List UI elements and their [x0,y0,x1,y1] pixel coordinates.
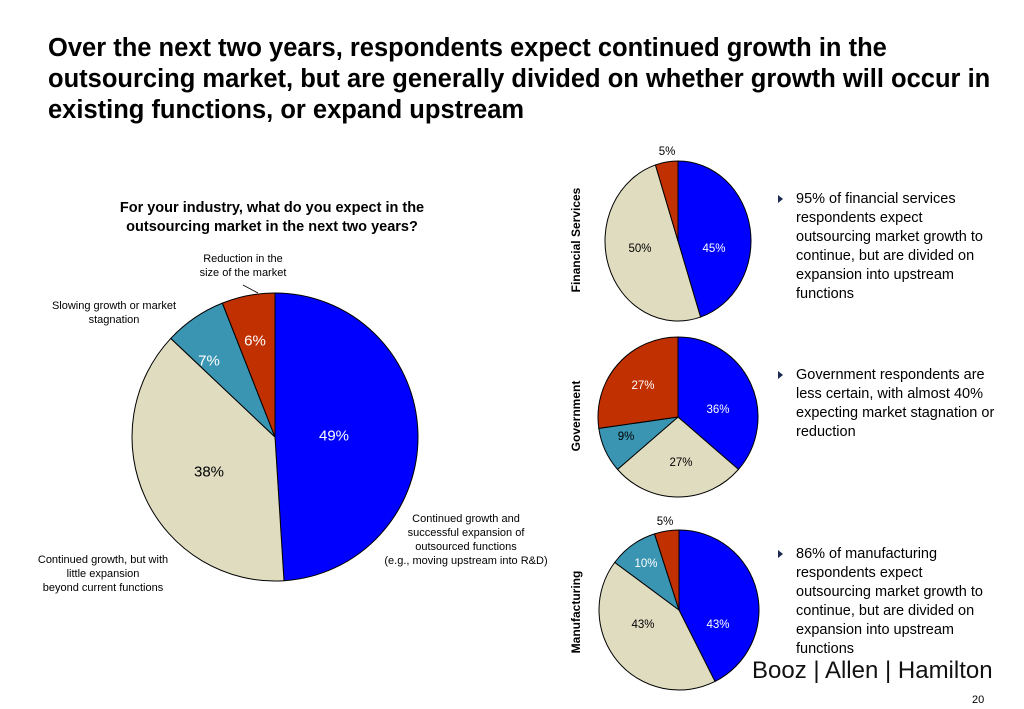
manufacturing-label: Manufacturing [569,570,583,654]
government-pie-slice [616,416,740,498]
main-chart-title: For your industry, what do you expect in… [119,200,425,235]
manufacturing-pie-slice [653,529,680,611]
manufacturing-pie-slice [598,561,716,691]
category-line: little expansion [66,568,140,580]
slice-label: 5% [656,516,674,528]
category-line: beyond current functions [42,582,164,594]
government-pie-slice [597,336,679,429]
category-label-reduction: Reduction in the size of the market [200,252,287,280]
slice-label: 49% [318,427,350,445]
category-line: (e.g., moving upstream into R&D) [384,555,548,567]
category-line: Continued growth and [412,513,520,525]
slice-label: 36% [706,404,730,416]
bullet-arrow-icon [778,371,783,379]
category-line: stagnation [88,314,140,326]
slice-label: 6% [244,332,266,350]
manufacturing-pie-slice [678,529,760,683]
category-line: outsourced functions [415,541,517,553]
category-line: successful expansion of [407,527,525,539]
category-line: size of the market [199,267,287,279]
bullet-arrow-icon [778,550,783,558]
company-logo: Booz | Allen | Hamilton [752,657,993,684]
slice-label: 50% [628,243,652,255]
category-line: Reduction in the [203,253,283,265]
slide-title: Over the next two years, respondents exp… [48,34,991,124]
financial-services-label: Financial Services [569,187,583,293]
slice-label: 9% [617,431,635,443]
leader-line [242,284,259,294]
main-pie-slice [131,337,285,582]
financial-pie-slice [604,164,702,322]
financial-pie-slice [677,160,752,318]
slice-label: 5% [658,146,676,158]
government-pie-slice [677,336,759,471]
government-label: Government [569,380,583,452]
bullet-text: 95% of financial services respondents ex… [796,191,983,302]
slice-label: 38% [193,463,225,481]
slice-label: 43% [706,619,730,631]
category-line: Continued growth, but with [37,554,169,566]
slice-label: 7% [198,352,220,370]
main-pie-slice [221,292,276,438]
category-line: Slowing growth or market [51,300,177,312]
main-pie-slice [274,292,419,582]
category-label-little-expansion: Continued growth, but with little expans… [38,553,168,595]
slice-label: 27% [631,380,655,392]
category-label-slowing: Slowing growth or market stagnation [52,299,176,327]
slice-label: 10% [634,558,658,570]
bullet-text: Government respondents are less certain,… [796,367,995,440]
bullet-text: 86% of manufacturing respondents expect … [796,546,983,657]
slice-label: 45% [702,243,726,255]
financial-pie-slice [654,160,679,242]
category-label-expansion: Continued growth and successful expansio… [384,512,547,568]
slice-label: 43% [631,619,655,631]
page-number: 20 [972,694,985,706]
bullet-arrow-icon [778,195,783,203]
slice-label: 27% [669,457,693,469]
